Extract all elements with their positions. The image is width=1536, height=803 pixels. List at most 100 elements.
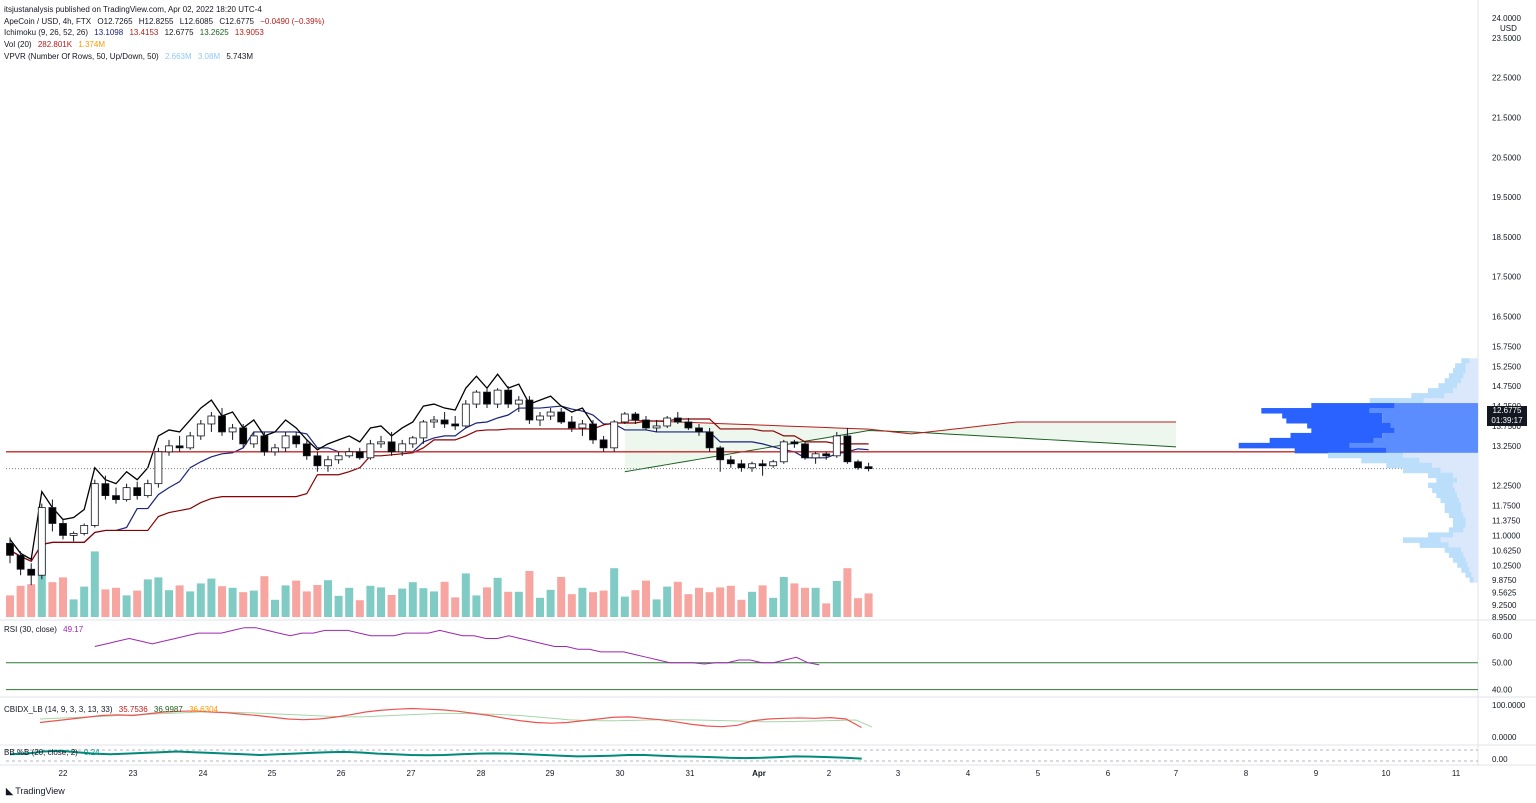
bbpct-tick-label: 0.00: [1492, 755, 1508, 764]
candle-up: [281, 435, 290, 449]
vpvr-row-up: [1444, 507, 1462, 514]
volume-bar: [398, 588, 407, 617]
vpvr-row-down: [1394, 427, 1478, 434]
candle-down: [440, 419, 449, 425]
candle-up: [366, 443, 375, 459]
candle-up: [769, 461, 778, 467]
candle-up: [165, 445, 173, 453]
vpvr-row-down: [1419, 457, 1478, 464]
volume-bar: [90, 551, 99, 617]
vpvr-row-up: [1428, 532, 1453, 538]
volume-bar: [377, 587, 385, 617]
volume-bar: [790, 583, 799, 617]
vpvr-row-down: [1373, 437, 1478, 444]
volume-bar: [440, 581, 449, 617]
tradingview-brand[interactable]: ◣ TradingView: [6, 786, 65, 797]
chikou-span-line: [9, 373, 594, 561]
vpvr-row-down: [1467, 562, 1478, 568]
candle-up: [493, 389, 502, 405]
rsi-line: [94, 627, 820, 666]
vpvr-row-up: [1403, 537, 1441, 543]
time-axis-label: 8: [1244, 769, 1249, 778]
vpvr-row-down: [1457, 477, 1478, 484]
volume-bar: [631, 590, 640, 617]
vpvr-row-up: [1307, 422, 1391, 429]
volume-bar: [355, 600, 364, 617]
price-tick-label: 11.0000: [1492, 531, 1521, 540]
price-tick-label: 9.5625: [1492, 589, 1517, 598]
vpvr-row-up: [1269, 437, 1374, 444]
candle-up: [249, 435, 258, 445]
vpvr-row-down: [1403, 452, 1478, 459]
volume-bar: [589, 592, 597, 617]
volume-bar: [154, 577, 163, 617]
candle-down: [567, 421, 576, 429]
volume-bar: [302, 591, 311, 617]
vpvr-row-up: [1428, 472, 1453, 479]
cbi-legend[interactable]: CBIDX_LB (14, 9, 3, 3, 13, 33) 35.7536 3…: [4, 705, 222, 715]
volume-label: Vol (20): [4, 40, 32, 49]
candle-down: [48, 507, 57, 524]
price-tick-label: 9.2500: [1492, 601, 1517, 610]
rsi-tick-label: 60.00: [1492, 632, 1513, 641]
vpvr-row-down: [1463, 527, 1478, 533]
volume-legend[interactable]: Vol (20) 282.801K 1.374M: [4, 40, 109, 50]
bbpct-legend[interactable]: BB %B (20, close, 2) 0.24: [4, 748, 104, 758]
rsi-label: RSI (30, close): [4, 625, 57, 634]
time-axis-label: 3: [896, 769, 901, 778]
symbol-legend[interactable]: ApeCoin / USD, 4h, FTX O12.7265 H12.8255…: [4, 17, 328, 27]
currency-label: USD: [1500, 24, 1517, 33]
symbol-name: ApeCoin / USD, 4h, FTX: [4, 17, 92, 26]
time-axis-label: 23: [129, 769, 138, 778]
cbi-tick-label: 100.0000: [1492, 701, 1526, 710]
vpvr-row-down: [1453, 532, 1478, 538]
bbpct-line: [9, 749, 862, 760]
candle-up: [122, 487, 131, 500]
candle-up: [408, 437, 417, 445]
vpvr-row-down: [1369, 408, 1478, 414]
volume-bar: [472, 595, 481, 617]
rsi-legend[interactable]: RSI (30, close) 49.17: [4, 625, 87, 635]
vpvr-row-up: [1465, 572, 1472, 578]
candle-down: [483, 391, 491, 405]
vpvr-row-down: [1471, 572, 1478, 578]
volume-bar: [324, 580, 332, 617]
published-line: itsjustanalysis published on TradingView…: [4, 5, 266, 15]
price-tick-label: 11.7500: [1492, 502, 1521, 511]
vpvr-legend[interactable]: VPVR (Number Of Rows, 50, Up/Down, 50) 2…: [4, 52, 257, 62]
volume-bar: [249, 590, 258, 617]
volume-bar: [832, 581, 841, 617]
volume-bar: [345, 587, 354, 617]
vpvr-row-up: [1290, 432, 1383, 439]
vpvr-row-down: [1473, 577, 1478, 583]
candle-up: [663, 417, 672, 427]
price-tick-label: 19.5000: [1492, 193, 1521, 202]
volume-bar: [854, 598, 862, 617]
vpvr-row-down: [1463, 552, 1478, 558]
vpvr-row-down: [1382, 413, 1478, 419]
price-tick-label: 13.2500: [1492, 442, 1521, 451]
volume-bar: [599, 590, 608, 617]
vpvr-row-down: [1465, 522, 1478, 528]
candle-down: [705, 431, 714, 449]
vpvr-row-up: [1444, 502, 1462, 509]
cbi-tick-label: 0.0000: [1492, 733, 1517, 742]
vpvr-row-up: [1438, 383, 1458, 389]
vpvr-row-down: [1461, 378, 1478, 384]
vpvr-row-up: [1444, 378, 1462, 384]
candle-down: [313, 455, 322, 467]
candle-up: [334, 455, 343, 461]
volume-bar: [451, 597, 460, 617]
bbpct-value: 0.24: [84, 748, 100, 757]
volume-bar: [567, 594, 576, 617]
ichimoku-tenkan: 13.1098: [94, 28, 124, 37]
volume-bar: [366, 585, 375, 617]
candle-down: [631, 413, 640, 421]
vpvr-label: VPVR (Number Of Rows, 50, Up/Down, 50): [4, 52, 159, 61]
vpvr-up-value: 2.663M: [164, 52, 192, 61]
ichimoku-legend[interactable]: Ichimoku (9, 26, 52, 26) 13.1098 13.4153…: [4, 28, 268, 38]
volume-bar: [260, 576, 269, 617]
price-tick-label: 15.2500: [1492, 362, 1521, 371]
volume-bar: [811, 587, 820, 617]
